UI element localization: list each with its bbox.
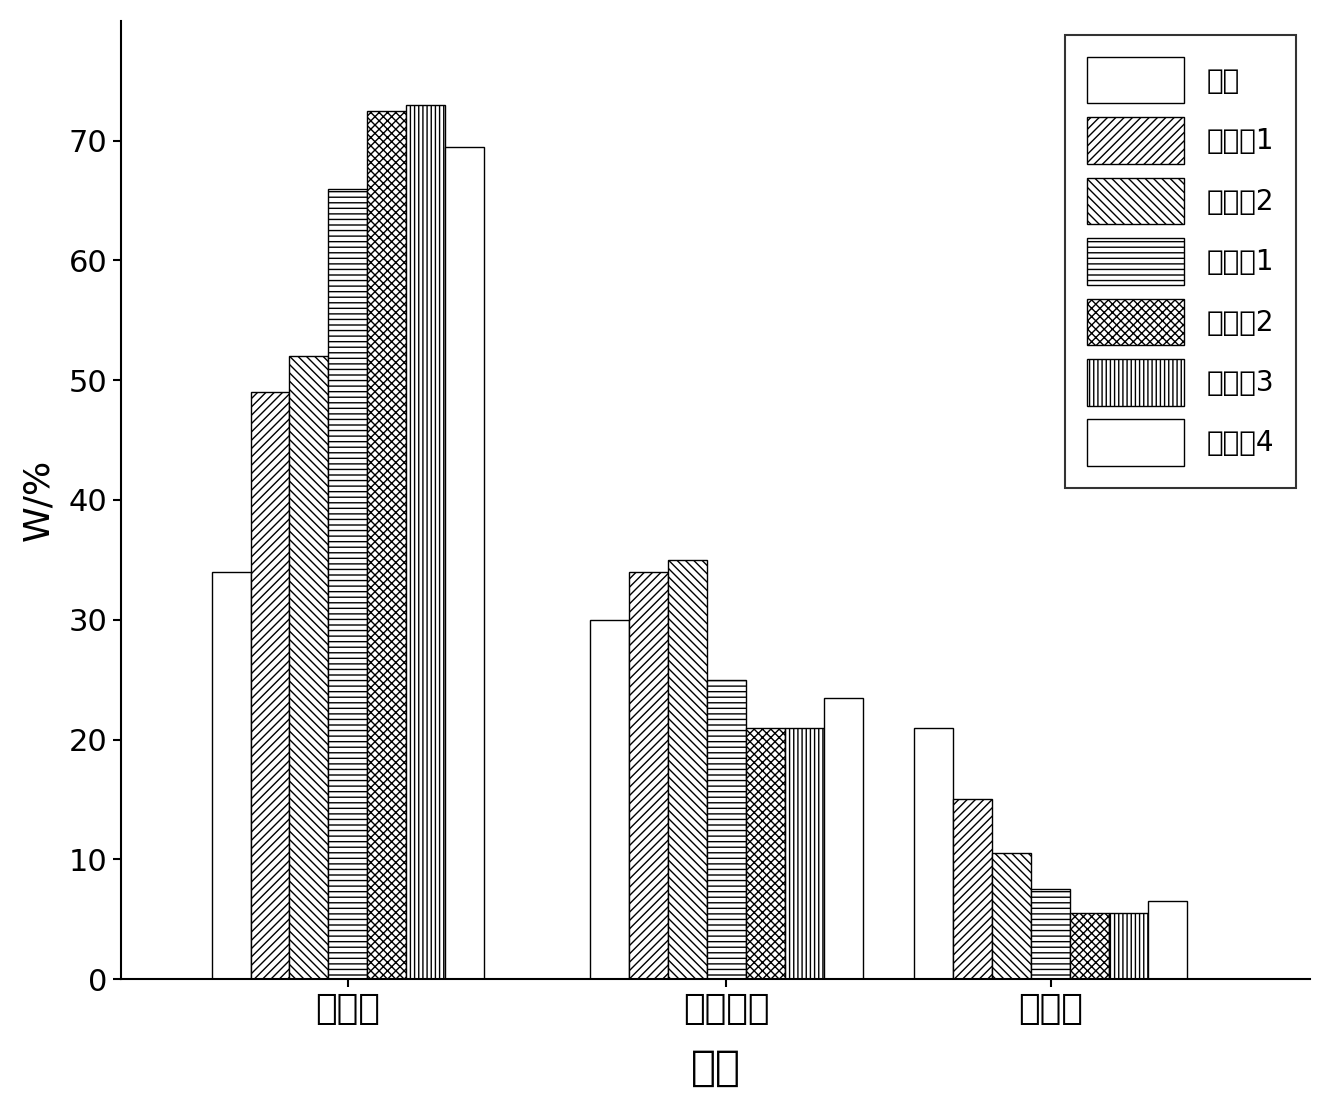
Bar — [993, 854, 1032, 979]
Bar — [1070, 914, 1109, 979]
Bar — [329, 189, 367, 979]
Bar — [785, 727, 824, 979]
Bar — [590, 619, 630, 979]
Bar — [250, 392, 289, 979]
Legend: 空白, 对比例1, 对比例2, 实施例1, 实施例2, 实施例3, 实施例4: 空白, 对比例1, 对比例2, 实施例1, 实施例2, 实施例3, 实施例4 — [1065, 34, 1296, 488]
Bar — [406, 104, 445, 979]
X-axis label: 成分: 成分 — [691, 1047, 740, 1089]
Bar — [445, 147, 484, 979]
Bar — [914, 727, 953, 979]
Bar — [1147, 901, 1187, 979]
Bar — [367, 111, 406, 979]
Bar — [289, 356, 329, 979]
Bar — [745, 727, 785, 979]
Bar — [824, 698, 862, 979]
Bar — [668, 559, 707, 979]
Bar — [212, 572, 250, 979]
Bar — [707, 679, 745, 979]
Bar — [1032, 889, 1070, 979]
Bar — [1109, 914, 1147, 979]
Bar — [630, 572, 668, 979]
Y-axis label: W/%: W/% — [21, 458, 55, 541]
Bar — [953, 799, 993, 979]
